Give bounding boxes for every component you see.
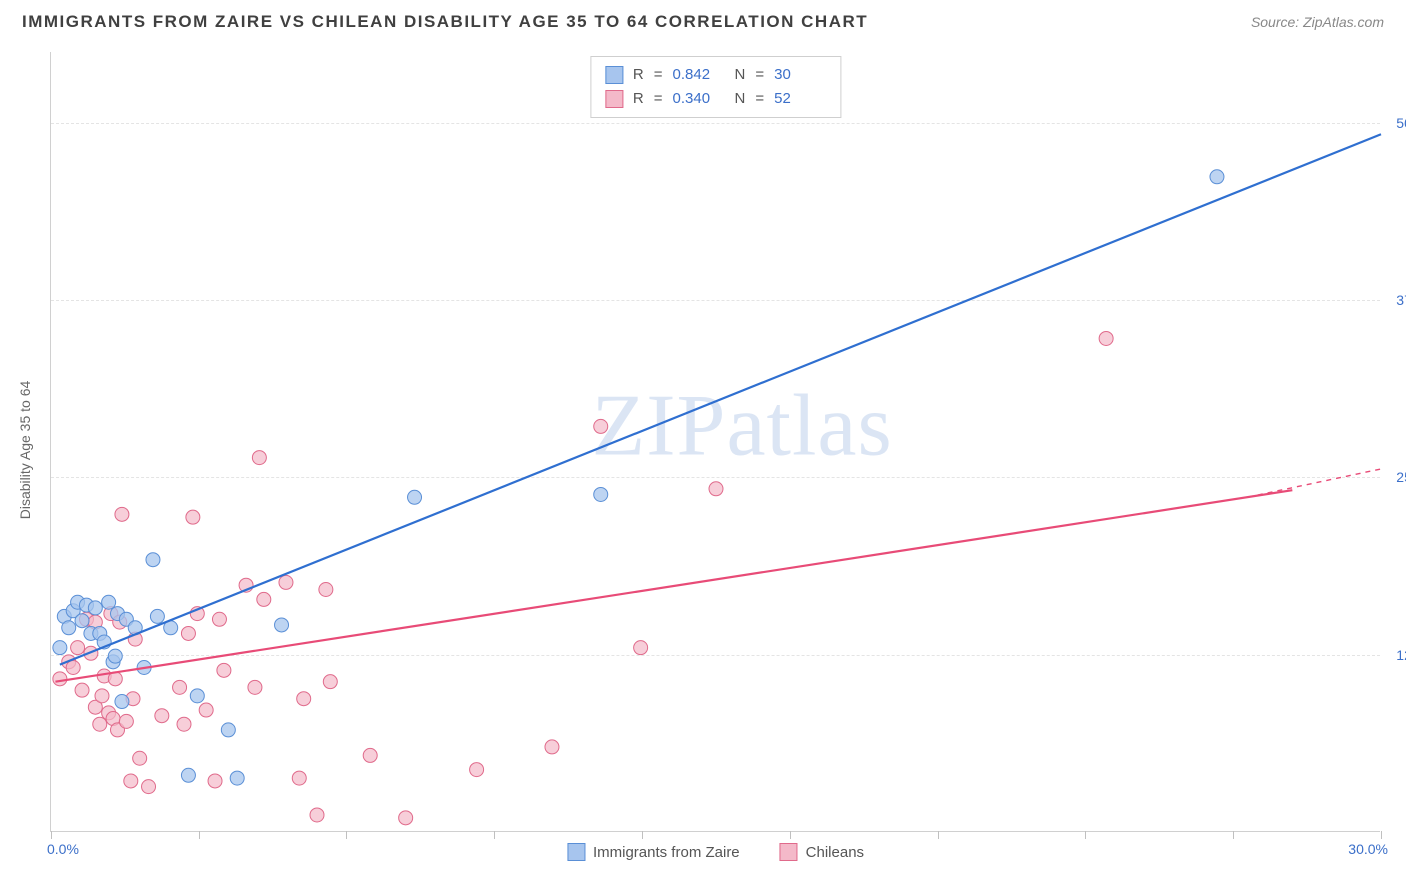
stat-n-zaire: 30 [774,63,826,87]
plot-region: ZIPatlas 12.5%25.0%37.5%50.0% R= 0.842 N… [50,52,1380,832]
stat-row-zaire: R= 0.842 N= 30 [605,63,826,87]
marker-chilean [709,482,723,496]
marker-chilean [177,717,191,731]
marker-zaire [115,695,129,709]
y-tick-label: 37.5% [1396,292,1406,308]
plot-svg [51,52,1380,831]
marker-chilean [252,451,266,465]
marker-chilean [248,680,262,694]
trendline-chilean-dash [1248,469,1381,497]
swatch-chilean [605,90,623,108]
legend-label-chilean: Chileans [806,844,864,861]
marker-chilean [181,626,195,640]
chart-area: Disability Age 35 to 64 ZIPatlas 12.5%25… [50,52,1380,832]
marker-zaire [190,689,204,703]
marker-chilean [257,592,271,606]
marker-chilean [208,774,222,788]
x-max-label: 30.0% [1348,841,1388,857]
marker-chilean [310,808,324,822]
chart-title: IMMIGRANTS FROM ZAIRE VS CHILEAN DISABIL… [22,12,868,32]
y-tick-label: 12.5% [1396,647,1406,663]
marker-zaire [594,487,608,501]
marker-zaire [181,768,195,782]
marker-chilean [319,582,333,596]
marker-chilean [119,714,133,728]
marker-zaire [62,621,76,635]
y-axis-label: Disability Age 35 to 64 [17,381,33,520]
marker-zaire [75,614,89,628]
marker-zaire [146,553,160,567]
y-tick-label: 50.0% [1396,115,1406,131]
marker-zaire [150,609,164,623]
marker-chilean [186,510,200,524]
marker-chilean [594,419,608,433]
marker-zaire [1210,170,1224,184]
marker-zaire [230,771,244,785]
marker-chilean [297,692,311,706]
trendline-zaire [60,134,1381,664]
marker-chilean [323,675,337,689]
marker-zaire [53,641,67,655]
marker-chilean [75,683,89,697]
marker-chilean [142,780,156,794]
marker-chilean [363,748,377,762]
stat-box: R= 0.842 N= 30 R= 0.340 N= 52 [590,56,841,118]
legend-item-chilean: Chileans [780,843,864,861]
marker-zaire [221,723,235,737]
marker-chilean [66,660,80,674]
marker-zaire [275,618,289,632]
stat-r-zaire: 0.842 [673,63,725,87]
marker-chilean [292,771,306,785]
marker-chilean [93,717,107,731]
marker-chilean [115,507,129,521]
marker-zaire [408,490,422,504]
swatch-zaire [605,66,623,84]
marker-chilean [399,811,413,825]
stat-n-chilean: 52 [774,87,826,111]
legend-label-zaire: Immigrants from Zaire [593,844,740,861]
marker-chilean [53,672,67,686]
marker-chilean [634,641,648,655]
marker-chilean [545,740,559,754]
x-origin-label: 0.0% [47,841,79,857]
marker-chilean [470,763,484,777]
marker-chilean [199,703,213,717]
marker-zaire [102,595,116,609]
legend-swatch-zaire [567,843,585,861]
marker-chilean [217,663,231,677]
legend: Immigrants from Zaire Chileans [567,843,864,861]
stat-row-chilean: R= 0.340 N= 52 [605,87,826,111]
marker-zaire [108,649,122,663]
marker-zaire [88,601,102,615]
y-tick-label: 25.0% [1396,469,1406,485]
marker-chilean [212,612,226,626]
marker-chilean [1099,331,1113,345]
chart-header: IMMIGRANTS FROM ZAIRE VS CHILEAN DISABIL… [0,0,1406,38]
marker-chilean [71,641,85,655]
marker-chilean [173,680,187,694]
marker-chilean [279,575,293,589]
stat-r-chilean: 0.340 [673,87,725,111]
chart-source: Source: ZipAtlas.com [1251,14,1384,30]
legend-swatch-chilean [780,843,798,861]
marker-chilean [133,751,147,765]
legend-item-zaire: Immigrants from Zaire [567,843,740,861]
marker-chilean [95,689,109,703]
marker-chilean [124,774,138,788]
marker-chilean [155,709,169,723]
